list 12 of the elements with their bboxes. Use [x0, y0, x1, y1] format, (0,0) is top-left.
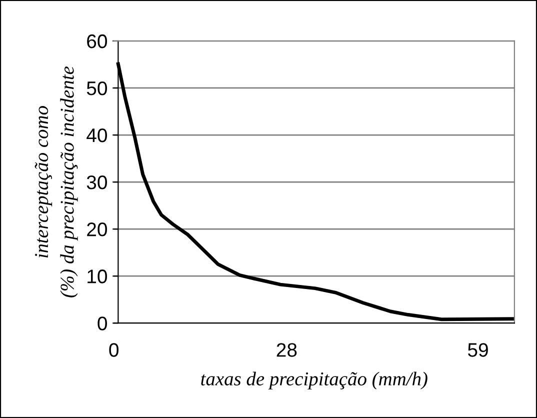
- y-tick-label: 40: [86, 128, 107, 142]
- x-tick-label: 0: [109, 343, 118, 357]
- y-tick-label: 60: [87, 34, 107, 48]
- y-tick-label: 20: [87, 222, 107, 236]
- x-axis-title: taxas de precipitação (mm/h): [201, 372, 428, 390]
- y-axis-title: interceptação como (%) da precipitação incidente: [34, 66, 78, 298]
- x-tick-label: 59: [468, 343, 488, 357]
- y-tick-label: 50: [86, 81, 107, 96]
- x-tick-label: 28: [276, 343, 297, 357]
- y-tick-label: 30: [86, 176, 107, 190]
- y-tick-label: 0: [98, 316, 107, 330]
- y-tick-label: 10: [88, 270, 107, 284]
